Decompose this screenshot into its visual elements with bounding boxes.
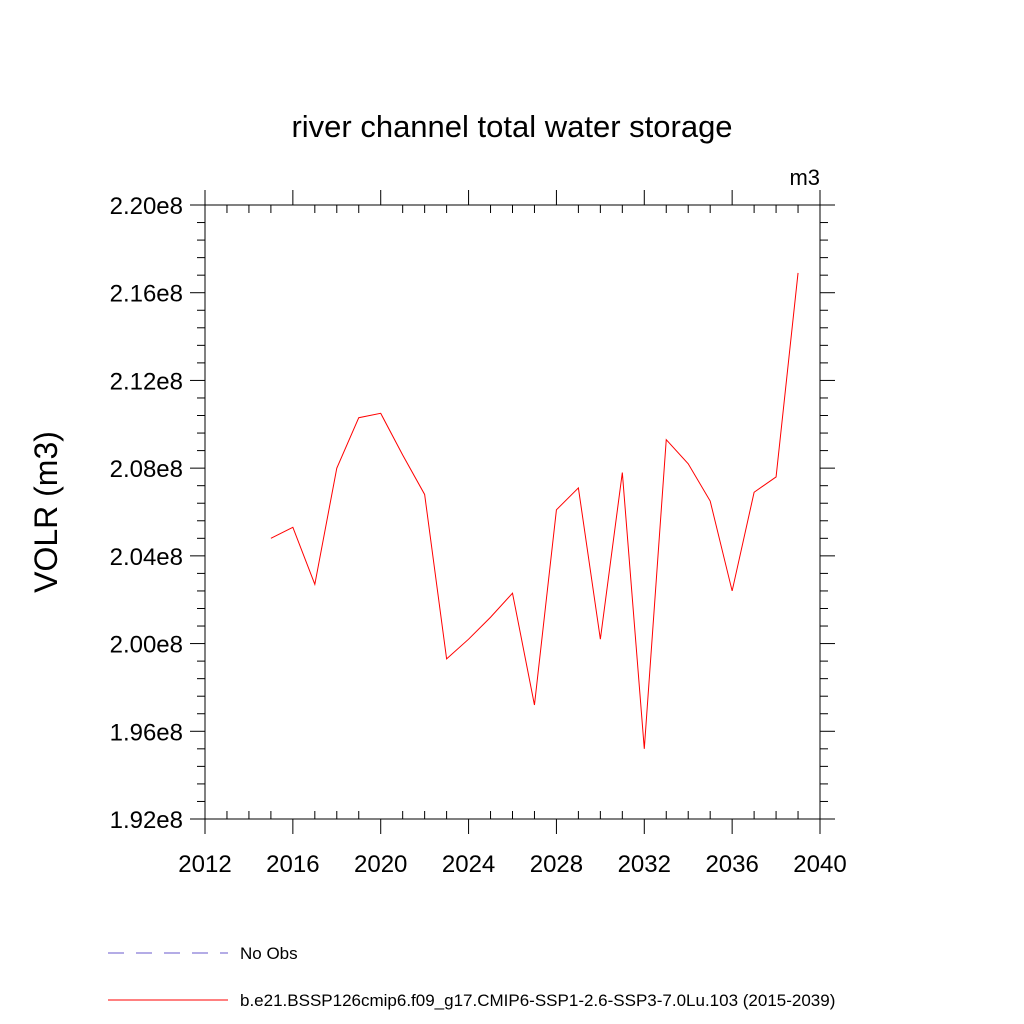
x-tick-label: 2016 bbox=[266, 851, 319, 878]
axis-ticks bbox=[190, 190, 835, 834]
series-line bbox=[270, 272, 799, 749]
legend-label-simulation: b.e21.BSSP126cmip6.f09_g17.CMIP6-SSP1-2.… bbox=[240, 991, 835, 1010]
y-tick-label: 1.92e8 bbox=[110, 807, 183, 834]
y-tick-label: 2.00e8 bbox=[110, 632, 183, 659]
chart-title: river channel total water storage bbox=[291, 109, 732, 144]
legend-label-no-obs: No Obs bbox=[240, 944, 298, 963]
y-tick-label: 2.16e8 bbox=[110, 281, 183, 308]
series-layer bbox=[270, 272, 799, 749]
x-tick-label: 2020 bbox=[354, 851, 407, 878]
y-tick-label: 1.96e8 bbox=[110, 719, 183, 746]
x-tick-label: 2036 bbox=[705, 851, 758, 878]
legend: No Obs b.e21.BSSP126cmip6.f09_g17.CMIP6-… bbox=[108, 944, 835, 1010]
x-tick-label: 2012 bbox=[178, 851, 231, 878]
y-tick-label: 2.04e8 bbox=[110, 544, 183, 571]
x-tick-label: 2040 bbox=[793, 851, 846, 878]
y-tick-label: 2.12e8 bbox=[110, 368, 183, 395]
y-tick-label: 2.20e8 bbox=[110, 193, 183, 220]
tick-labels: 2012 2016 2020 2024 2028 2032 2036 2040 1.92e8 1.… bbox=[110, 193, 847, 878]
units-label: m3 bbox=[789, 165, 820, 190]
x-tick-label: 2024 bbox=[442, 851, 495, 878]
plot-frame bbox=[204, 204, 821, 820]
y-tick-label: 2.08e8 bbox=[110, 456, 183, 483]
y-axis-label: VOLR (m3) bbox=[28, 431, 64, 593]
x-tick-label: 2032 bbox=[618, 851, 671, 878]
x-tick-label: 2028 bbox=[530, 851, 583, 878]
